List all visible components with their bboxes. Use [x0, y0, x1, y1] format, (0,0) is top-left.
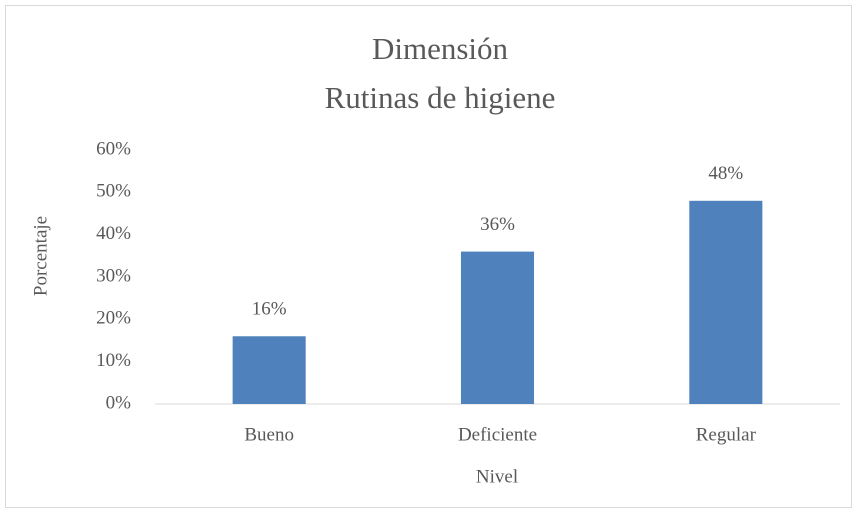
x-tick-label: Bueno — [244, 424, 294, 445]
y-tick-label: 60% — [96, 138, 131, 159]
chart-title: Rutinas de higiene — [325, 80, 556, 115]
y-tick-label: 10% — [96, 350, 131, 371]
x-tick-label: Regular — [696, 424, 757, 445]
data-label: 36% — [480, 214, 515, 235]
data-label: 16% — [252, 299, 287, 320]
y-tick-label: 30% — [96, 265, 131, 286]
bar — [232, 336, 306, 404]
bar — [460, 251, 535, 404]
y-tick-label: 0% — [106, 392, 132, 413]
x-axis-label: Nivel — [476, 466, 518, 487]
y-axis-label: Porcentaje — [30, 216, 51, 296]
chart-title: Dimensión — [372, 31, 509, 66]
y-tick-label: 40% — [96, 223, 131, 244]
y-tick-label: 20% — [96, 308, 131, 329]
bar — [689, 200, 763, 404]
y-tick-label: 50% — [96, 181, 131, 202]
data-label: 48% — [708, 163, 743, 184]
x-tick-label: Deficiente — [458, 424, 537, 445]
